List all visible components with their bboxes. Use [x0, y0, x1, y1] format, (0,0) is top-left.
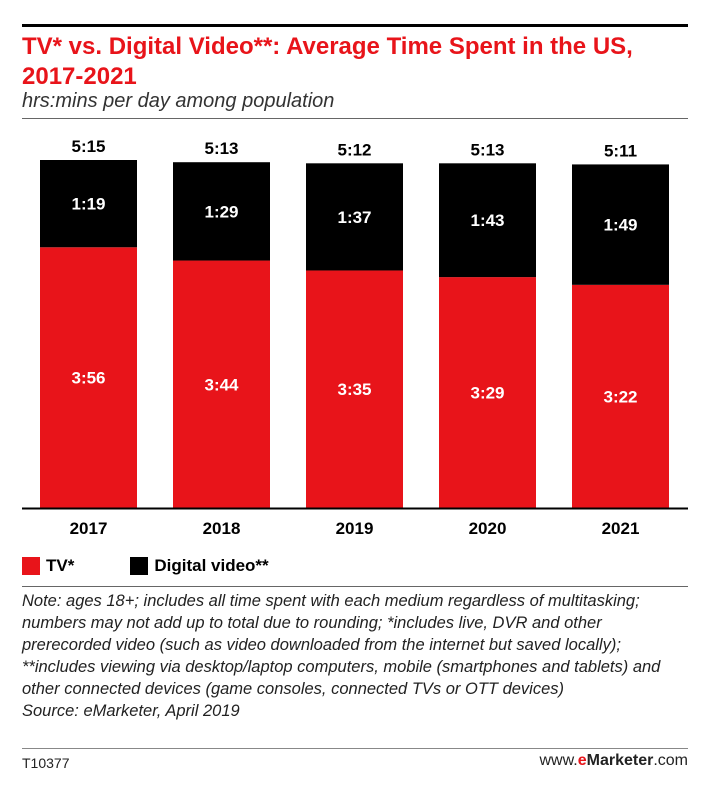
x-tick-2020: 2020	[469, 519, 507, 538]
brand-prefix: www.	[539, 752, 578, 769]
bar-tv-2017	[40, 247, 137, 508]
bar-tv-2018	[173, 260, 270, 508]
bar-tv-2021	[572, 284, 669, 508]
x-tick-2018: 2018	[203, 519, 241, 538]
subtitle-rule	[22, 118, 688, 119]
source-text: Source: eMarketer, April 2019	[22, 702, 240, 720]
bar-label-tv-2017: 3:56	[71, 369, 105, 388]
legend: TV* Digital video**	[22, 556, 325, 576]
top-rule	[22, 24, 688, 27]
x-tick-2021: 2021	[602, 519, 640, 538]
bar-label-tv-2018: 3:44	[204, 375, 239, 394]
legend-label-digital-video: Digital video**	[154, 556, 269, 575]
bar-chart: 3:56 1:19 5:15 2017 3:44 1:29 5:13 2018 3:35 1:37…	[22, 137, 688, 538]
bar-digital-video-2018	[173, 162, 270, 261]
chart-code: T10377	[22, 755, 70, 771]
bar-digital-video-2020	[439, 163, 536, 278]
bar-label-digital-video-2020: 1:43	[470, 211, 504, 230]
x-tick-2017: 2017	[70, 519, 108, 538]
legend-label-tv: TV*	[46, 556, 75, 575]
bar-total-2017: 5:15	[71, 137, 105, 156]
bar-tv-2019	[306, 270, 403, 508]
bar-label-tv-2019: 3:35	[337, 380, 371, 399]
bar-label-digital-video-2019: 1:37	[337, 208, 371, 227]
bar-digital-video-2019	[306, 163, 403, 271]
brand-suffix: .com	[653, 752, 688, 769]
brand-link[interactable]: www.eMarketer.com	[539, 752, 688, 770]
bar-total-2018: 5:13	[204, 139, 238, 158]
brand-e: e	[577, 752, 587, 769]
bar-digital-video-2021	[572, 164, 669, 285]
legend-item-digital-video: Digital video**	[130, 556, 269, 576]
bar-tv-2020	[439, 277, 536, 508]
bar-digital-video-2017	[40, 160, 137, 248]
x-tick-2019: 2019	[336, 519, 374, 538]
bar-label-tv-2020: 3:29	[470, 384, 504, 403]
brand-name: Marketer	[586, 752, 654, 769]
bar-total-2020: 5:13	[470, 140, 504, 159]
bar-label-digital-video-2021: 1:49	[603, 216, 637, 235]
legend-swatch-tv	[22, 557, 40, 575]
chart-note: Note: ages 18+; includes all time spent …	[22, 590, 690, 722]
bar-label-tv-2021: 3:22	[603, 387, 637, 406]
note-rule	[22, 586, 688, 587]
note-text: Note: ages 18+; includes all time spent …	[22, 592, 661, 698]
legend-swatch-digital-video	[130, 557, 149, 575]
chart-subtitle: hrs:mins per day among population	[22, 90, 335, 112]
footer-rule	[22, 748, 688, 749]
bar-label-digital-video-2018: 1:29	[204, 202, 238, 221]
bar-total-2021: 5:11	[604, 141, 637, 160]
legend-item-tv: TV*	[22, 556, 74, 576]
chart-title: TV* vs. Digital Video**: Average Time Sp…	[22, 33, 633, 90]
bar-total-2019: 5:12	[337, 140, 371, 159]
bar-label-digital-video-2017: 1:19	[71, 195, 105, 214]
